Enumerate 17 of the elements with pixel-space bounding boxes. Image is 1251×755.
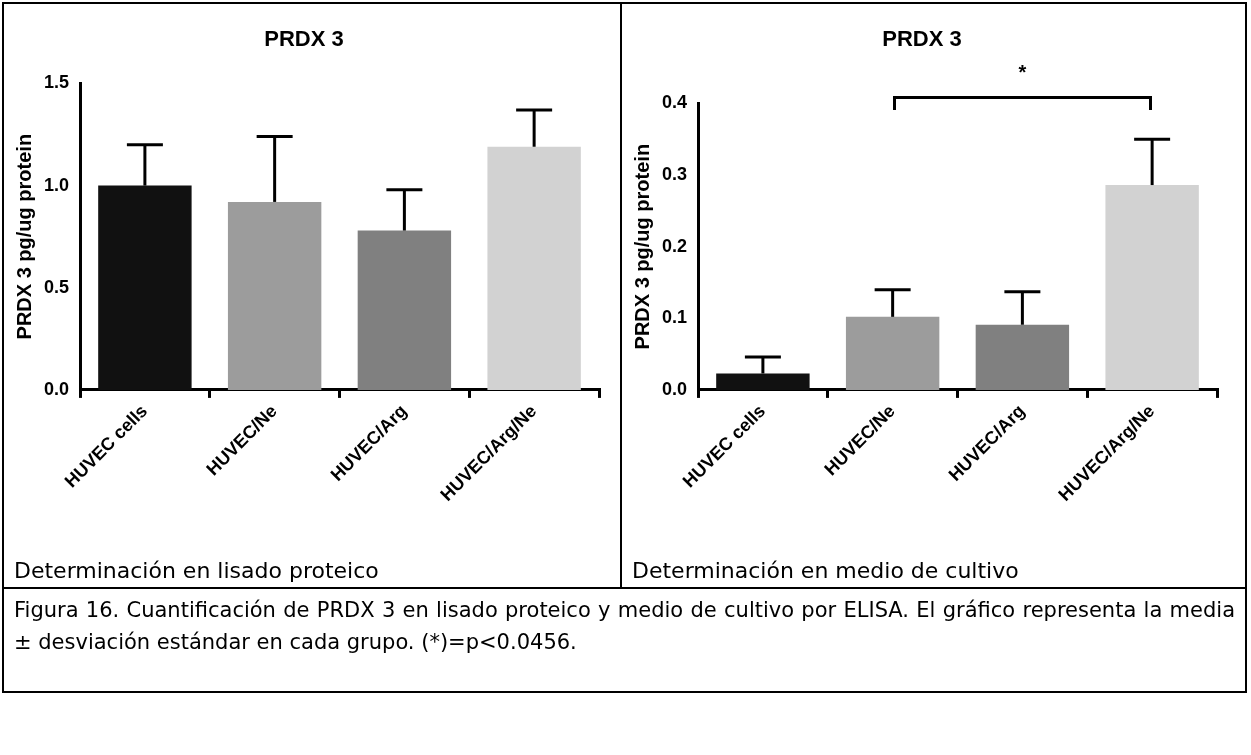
text: Determinación en lisado proteico [14, 558, 379, 583]
y-axis-title: PRDX 3 pg/ug protein [630, 143, 653, 350]
y-tick-label: 1.0 [43, 174, 70, 195]
y-tick-label: 0.1 [661, 307, 688, 328]
y-tick-label: 0.4 [661, 92, 688, 113]
y-tick-label: 0.3 [661, 164, 688, 184]
y-tick-label: 1.5 [43, 72, 70, 93]
text: Determinación en medio de cultivo [632, 558, 1019, 583]
y-tick-label: 0.2 [661, 235, 688, 256]
y-tick-label: 0.0 [43, 378, 70, 399]
y-axis-title: PRDX 3 pg/ug protein [12, 133, 35, 340]
text: Figura 16. Cuantificación de PRDX 3 en lisado proteico y medio de cultivo por ELISA. El gráfico representa la media ± desviación estándar en cada grupo. (*)=p<0.0456. [4, 589, 1245, 691]
chart-title: PRDX 3 [264, 26, 344, 52]
text: * [1018, 60, 1027, 83]
chart-title: PRDX 3 [882, 26, 962, 52]
y-tick-label: 0.5 [43, 276, 70, 297]
y-tick-label: 0.0 [661, 378, 688, 399]
